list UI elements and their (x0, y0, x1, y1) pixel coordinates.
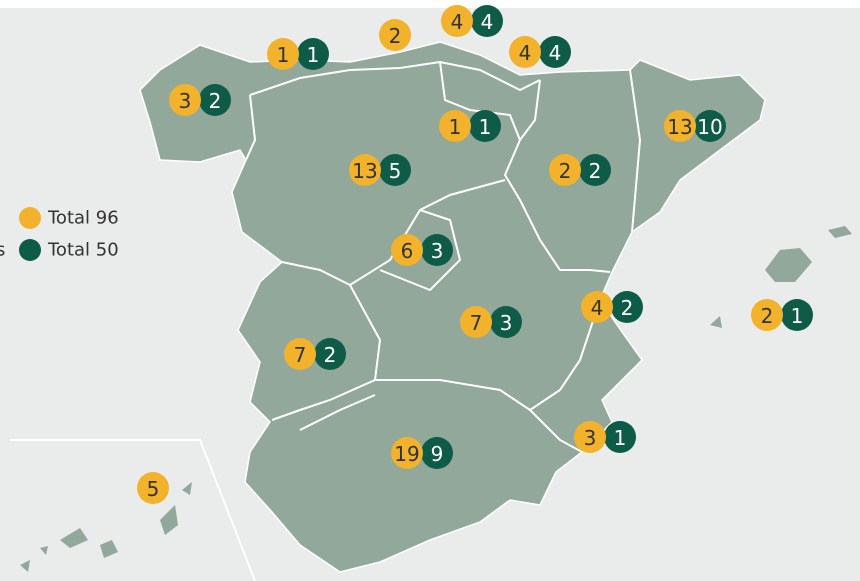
green-count: 10 (697, 115, 722, 139)
orange-count: 13 (352, 159, 377, 183)
orange-count: 4 (591, 296, 604, 320)
green-marker (471, 5, 503, 37)
orange-marker (460, 306, 492, 338)
internal-borders (245, 60, 642, 453)
orange-marker (137, 472, 169, 504)
orange-count: 6 (401, 239, 414, 263)
mallorca (765, 248, 812, 282)
green-count: 2 (621, 296, 634, 320)
orange-marker (574, 421, 606, 453)
orange-marker (169, 84, 201, 116)
green-count: 1 (614, 426, 627, 450)
green-count: 2 (324, 343, 337, 367)
orange-count: 2 (559, 159, 572, 183)
orange-marker (391, 437, 423, 469)
top-strip (0, 0, 860, 8)
green-marker (469, 110, 501, 142)
green-count: 4 (481, 10, 494, 34)
green-count: 4 (549, 41, 562, 65)
green-count: 1 (479, 115, 492, 139)
orange-marker (549, 154, 581, 186)
ibiza (710, 316, 722, 328)
orange-count: 19 (394, 442, 419, 466)
orange-count: 5 (147, 477, 160, 501)
orange-count: 13 (667, 115, 692, 139)
orange-marker (349, 154, 381, 186)
green-marker (781, 299, 813, 331)
green-marker (199, 84, 231, 116)
orange-count: 2 (389, 24, 402, 48)
orange-count: 4 (519, 41, 532, 65)
orange-marker (441, 5, 473, 37)
green-marker (297, 38, 329, 70)
orange-count: 3 (584, 426, 597, 450)
green-count: 2 (589, 159, 602, 183)
legend-label: Total 96 (47, 208, 119, 229)
orange-marker (267, 38, 299, 70)
orange-marker (379, 19, 411, 51)
canary-frame (10, 439, 256, 581)
orange-marker (284, 338, 316, 370)
orange-marker (439, 110, 471, 142)
orange-count: 4 (451, 10, 464, 34)
orange-count: 7 (470, 311, 483, 335)
orange-count: 2 (761, 304, 774, 328)
green-marker (604, 421, 636, 453)
orange-marker (509, 36, 541, 68)
green-marker (314, 338, 346, 370)
menorca (828, 226, 852, 238)
legend: s Total 96 Total 50 (0, 207, 119, 261)
green-count: 3 (431, 239, 444, 263)
orange-marker (391, 234, 423, 266)
orange-marker (664, 110, 696, 142)
orange-count: 1 (449, 115, 462, 139)
green-marker (694, 110, 726, 142)
orange-count: 3 (179, 89, 192, 113)
green-count: 9 (431, 442, 444, 466)
legend-label: Total 50 (47, 240, 119, 261)
green-count: 5 (389, 159, 402, 183)
green-marker (421, 437, 453, 469)
green-marker (539, 36, 571, 68)
green-marker (379, 154, 411, 186)
orange-marker (751, 299, 783, 331)
green-count: 1 (791, 304, 804, 328)
legend-cut-label: s (0, 240, 5, 261)
canary-islands (20, 482, 192, 572)
green-marker (490, 306, 522, 338)
green-count: 2 (209, 89, 222, 113)
legend-swatch-green (19, 239, 41, 261)
legend-swatch-orange (19, 207, 41, 229)
green-marker (421, 234, 453, 266)
orange-count: 1 (277, 43, 290, 67)
green-count: 3 (500, 311, 513, 335)
green-count: 1 (307, 43, 320, 67)
orange-count: 7 (294, 343, 307, 367)
green-marker (611, 291, 643, 323)
green-marker (579, 154, 611, 186)
orange-marker (581, 291, 613, 323)
